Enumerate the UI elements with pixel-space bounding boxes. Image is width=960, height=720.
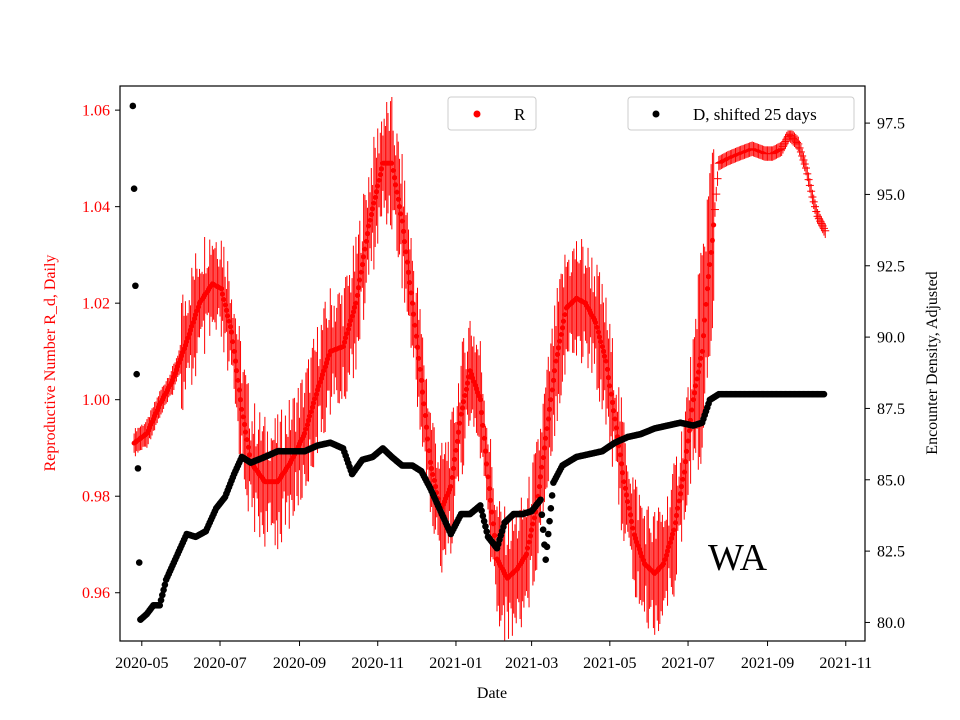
- d-point: [480, 517, 488, 525]
- d-point: [157, 596, 165, 604]
- legend-r-box: [447, 96, 537, 131]
- left-axis-title: Reproductive Number R_d, Daily: [42, 255, 59, 472]
- d-point: [134, 465, 142, 472]
- d-point: [133, 370, 140, 378]
- d-point: [482, 523, 489, 530]
- x-tick-label: 2020-05: [115, 655, 168, 672]
- d-point: [479, 512, 487, 520]
- x-tick-label: 2021-11: [819, 655, 872, 672]
- d-point: [543, 543, 551, 551]
- right-tick-label: 90.0: [877, 330, 905, 347]
- state-annotation: WA: [708, 537, 768, 579]
- d-point: [477, 502, 484, 509]
- left-tick-label: 0.96: [82, 585, 110, 602]
- x-tick-label: 2021-07: [661, 655, 714, 672]
- d-point: [159, 591, 166, 599]
- legend-r-marker: [473, 110, 481, 118]
- d-series: [129, 102, 828, 623]
- right-tick-label: 87.5: [877, 401, 905, 418]
- right-tick-label: 80.0: [877, 615, 905, 632]
- d-point: [538, 511, 546, 519]
- right-tick-label: 85.0: [877, 472, 905, 489]
- left-tick-label: 1.04: [82, 199, 110, 216]
- plot-frame: [119, 85, 866, 642]
- d-point: [542, 556, 550, 563]
- legend-r: R: [447, 96, 537, 131]
- d-point: [483, 528, 491, 535]
- right-axis-ticks: 80.0 82.5 85.0 87.5 90.0 92.5 95.0 97.5: [865, 116, 905, 632]
- d-point: [544, 530, 552, 538]
- x-tick-label: 2021-03: [505, 655, 558, 672]
- d-point: [548, 492, 556, 499]
- d-point: [130, 185, 138, 193]
- right-tick-label: 92.5: [877, 258, 905, 275]
- x-axis-title: Date: [477, 685, 507, 702]
- d-point: [820, 390, 828, 398]
- d-point: [478, 507, 485, 514]
- left-tick-label: 1.06: [82, 103, 110, 120]
- right-tick-label: 97.5: [877, 116, 905, 133]
- right-tick-label: 82.5: [877, 544, 905, 561]
- left-tick-label: 0.98: [82, 489, 110, 506]
- d-point: [129, 102, 137, 110]
- d-point: [135, 559, 143, 566]
- r-series: [131, 97, 830, 641]
- x-tick-label: 2020-09: [273, 655, 326, 672]
- d-point: [537, 496, 544, 504]
- d-point: [160, 586, 167, 594]
- right-axis-title: Encounter Density, Adjusted: [924, 271, 941, 454]
- left-tick-label: 1.00: [82, 392, 110, 409]
- d-point: [132, 282, 139, 290]
- x-tick-label: 2021-05: [583, 655, 636, 672]
- x-axis-ticks: 2020-05 2020-07 2020-09 2020-11 2021-01 2021-…: [115, 641, 872, 672]
- left-tick-label: 1.02: [82, 296, 110, 313]
- x-tick-label: 2020-07: [193, 655, 246, 672]
- legend-d: D, shifted 25 days: [627, 96, 855, 131]
- legend-r-label: R: [514, 105, 526, 124]
- x-tick-label: 2021-09: [741, 655, 794, 672]
- d-point: [546, 517, 553, 525]
- legend-d-marker: [652, 110, 660, 118]
- x-tick-label: 2021-01: [429, 655, 482, 672]
- left-axis-ticks: 0.96 0.98 1.00 1.02 1.04 1.06: [82, 103, 120, 602]
- d-point: [547, 505, 555, 512]
- r-point: [711, 222, 717, 228]
- x-tick-label: 2020-11: [351, 655, 404, 672]
- d-point: [156, 602, 164, 609]
- legend-d-label: D, shifted 25 days: [693, 105, 817, 124]
- legend-d-box: [627, 96, 855, 131]
- right-tick-label: 95.0: [877, 187, 905, 204]
- d-point: [539, 526, 547, 534]
- d-point: [161, 581, 169, 589]
